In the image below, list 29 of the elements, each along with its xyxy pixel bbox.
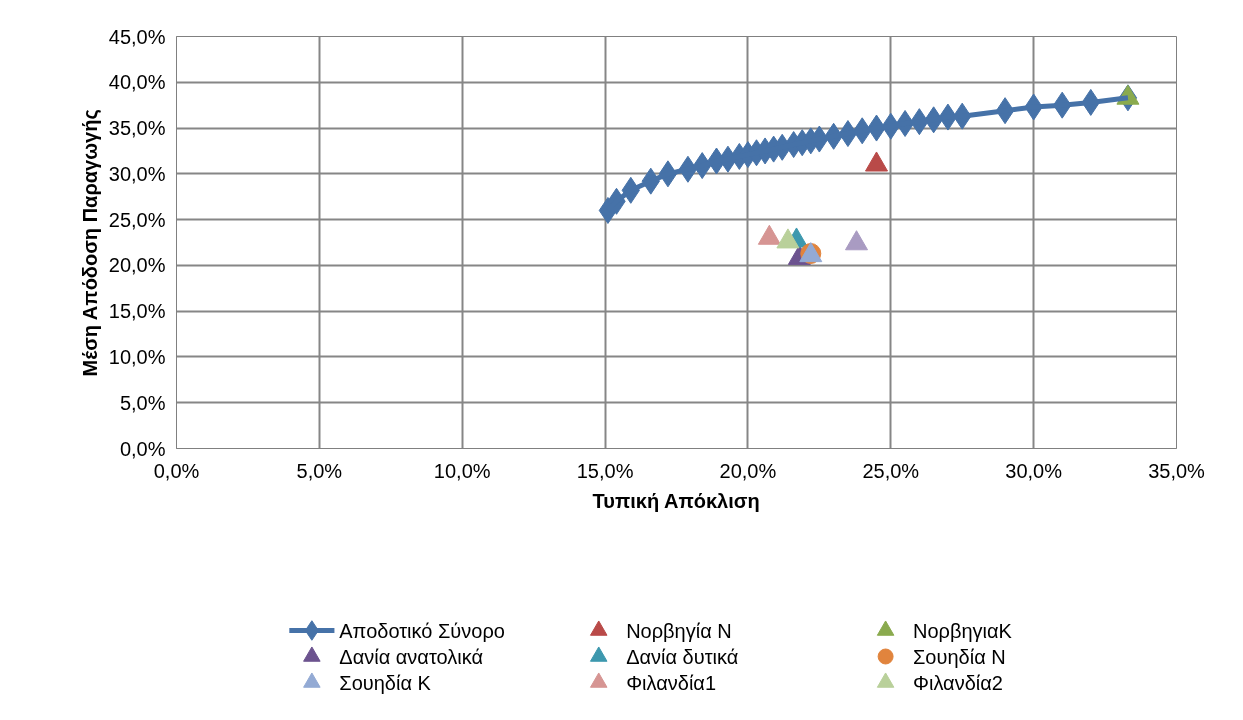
x-tick-label: 10,0% <box>433 459 491 482</box>
y-tick-label: 40,0% <box>108 71 166 94</box>
legend-label: Φιλανδία2 <box>913 671 1003 694</box>
x-tick-label: 0,0% <box>153 459 200 482</box>
legend-label: Σουηδία Ν <box>913 645 1006 668</box>
legend-label: Δανία δυτικά <box>626 645 739 668</box>
y-tick-label: 30,0% <box>108 162 166 185</box>
legend-label: Δανία ανατολικά <box>339 645 484 668</box>
y-tick-label: 15,0% <box>108 300 166 323</box>
y-tick-label: 25,0% <box>108 208 166 231</box>
y-tick-label: 10,0% <box>108 345 166 368</box>
legend-label: Σουηδία Κ <box>339 671 432 694</box>
y-tick-label: 35,0% <box>108 117 166 140</box>
x-tick-label: 20,0% <box>719 459 777 482</box>
legend-label: Νορβηγία Ν <box>626 619 732 642</box>
x-tick-label: 30,0% <box>1005 459 1063 482</box>
y-axis-title: Μέση Απόδοση Παραγωγής <box>78 109 101 377</box>
x-tick-label: 15,0% <box>576 459 634 482</box>
y-tick-label: 5,0% <box>119 391 166 414</box>
legend-label: Φιλανδία1 <box>626 671 717 694</box>
legend-label: Αποδοτικό Σύνορο <box>339 619 505 642</box>
y-tick-label: 20,0% <box>108 254 166 277</box>
y-tick-label: 45,0% <box>108 25 166 48</box>
x-axis-title: Τυπική Απόκλιση <box>592 489 760 512</box>
x-tick-label: 35,0% <box>1148 459 1206 482</box>
x-tick-label: 25,0% <box>862 459 920 482</box>
legend-label: ΝορβηγιαΚ <box>913 619 1013 642</box>
x-tick-label: 5,0% <box>296 459 343 482</box>
y-tick-label: 0,0% <box>119 437 166 460</box>
